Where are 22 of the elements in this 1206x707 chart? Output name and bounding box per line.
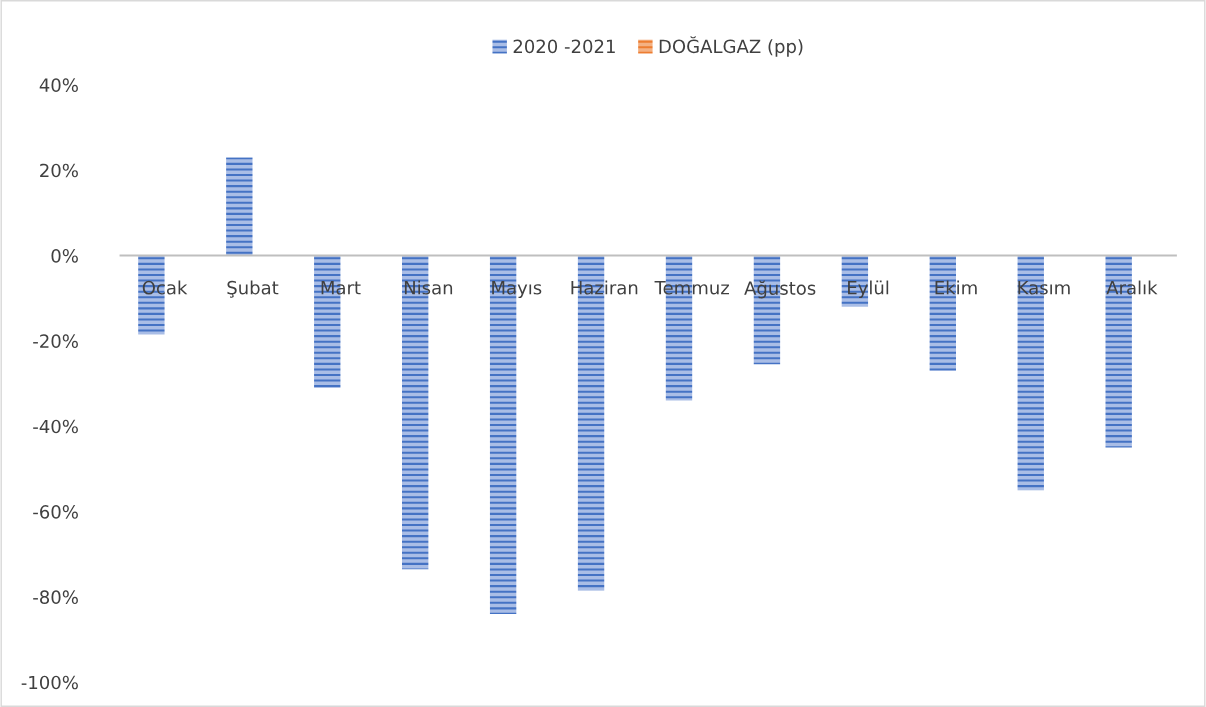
y-tick-label: 40% xyxy=(39,78,78,92)
x-tick-label: Temmuz xyxy=(654,281,729,295)
x-tick-label: Haziran xyxy=(571,280,638,295)
x-tick-label: Mart xyxy=(321,281,361,295)
y-tick-label: 20% xyxy=(40,163,78,178)
x-tick-label: Kasım xyxy=(1018,281,1070,295)
x-tick-label: Ocak xyxy=(142,280,188,295)
y-tick-label: -20% xyxy=(33,334,78,348)
x-tick-label: Mayıs xyxy=(492,281,542,298)
x-tick-label: Şubat xyxy=(227,280,279,298)
x-tick-label: Ağustos xyxy=(744,280,816,299)
x-tick-label: Eylül xyxy=(848,280,889,298)
y-tick-label: -80% xyxy=(33,590,78,605)
y-tick-label: -100% xyxy=(21,675,78,690)
x-tick-label: Aralık xyxy=(1106,280,1158,295)
y-tick-label: 0% xyxy=(51,248,78,263)
x-tick-label: Nisan xyxy=(404,280,453,295)
legend-label: DOĞALGAZ (pp) xyxy=(659,36,803,57)
legend-label: 2020 -2021 xyxy=(513,39,615,54)
y-tick-label: -40% xyxy=(33,419,78,434)
x-tick-label: Ekim xyxy=(935,280,977,295)
y-tick-label: -60% xyxy=(33,505,78,519)
